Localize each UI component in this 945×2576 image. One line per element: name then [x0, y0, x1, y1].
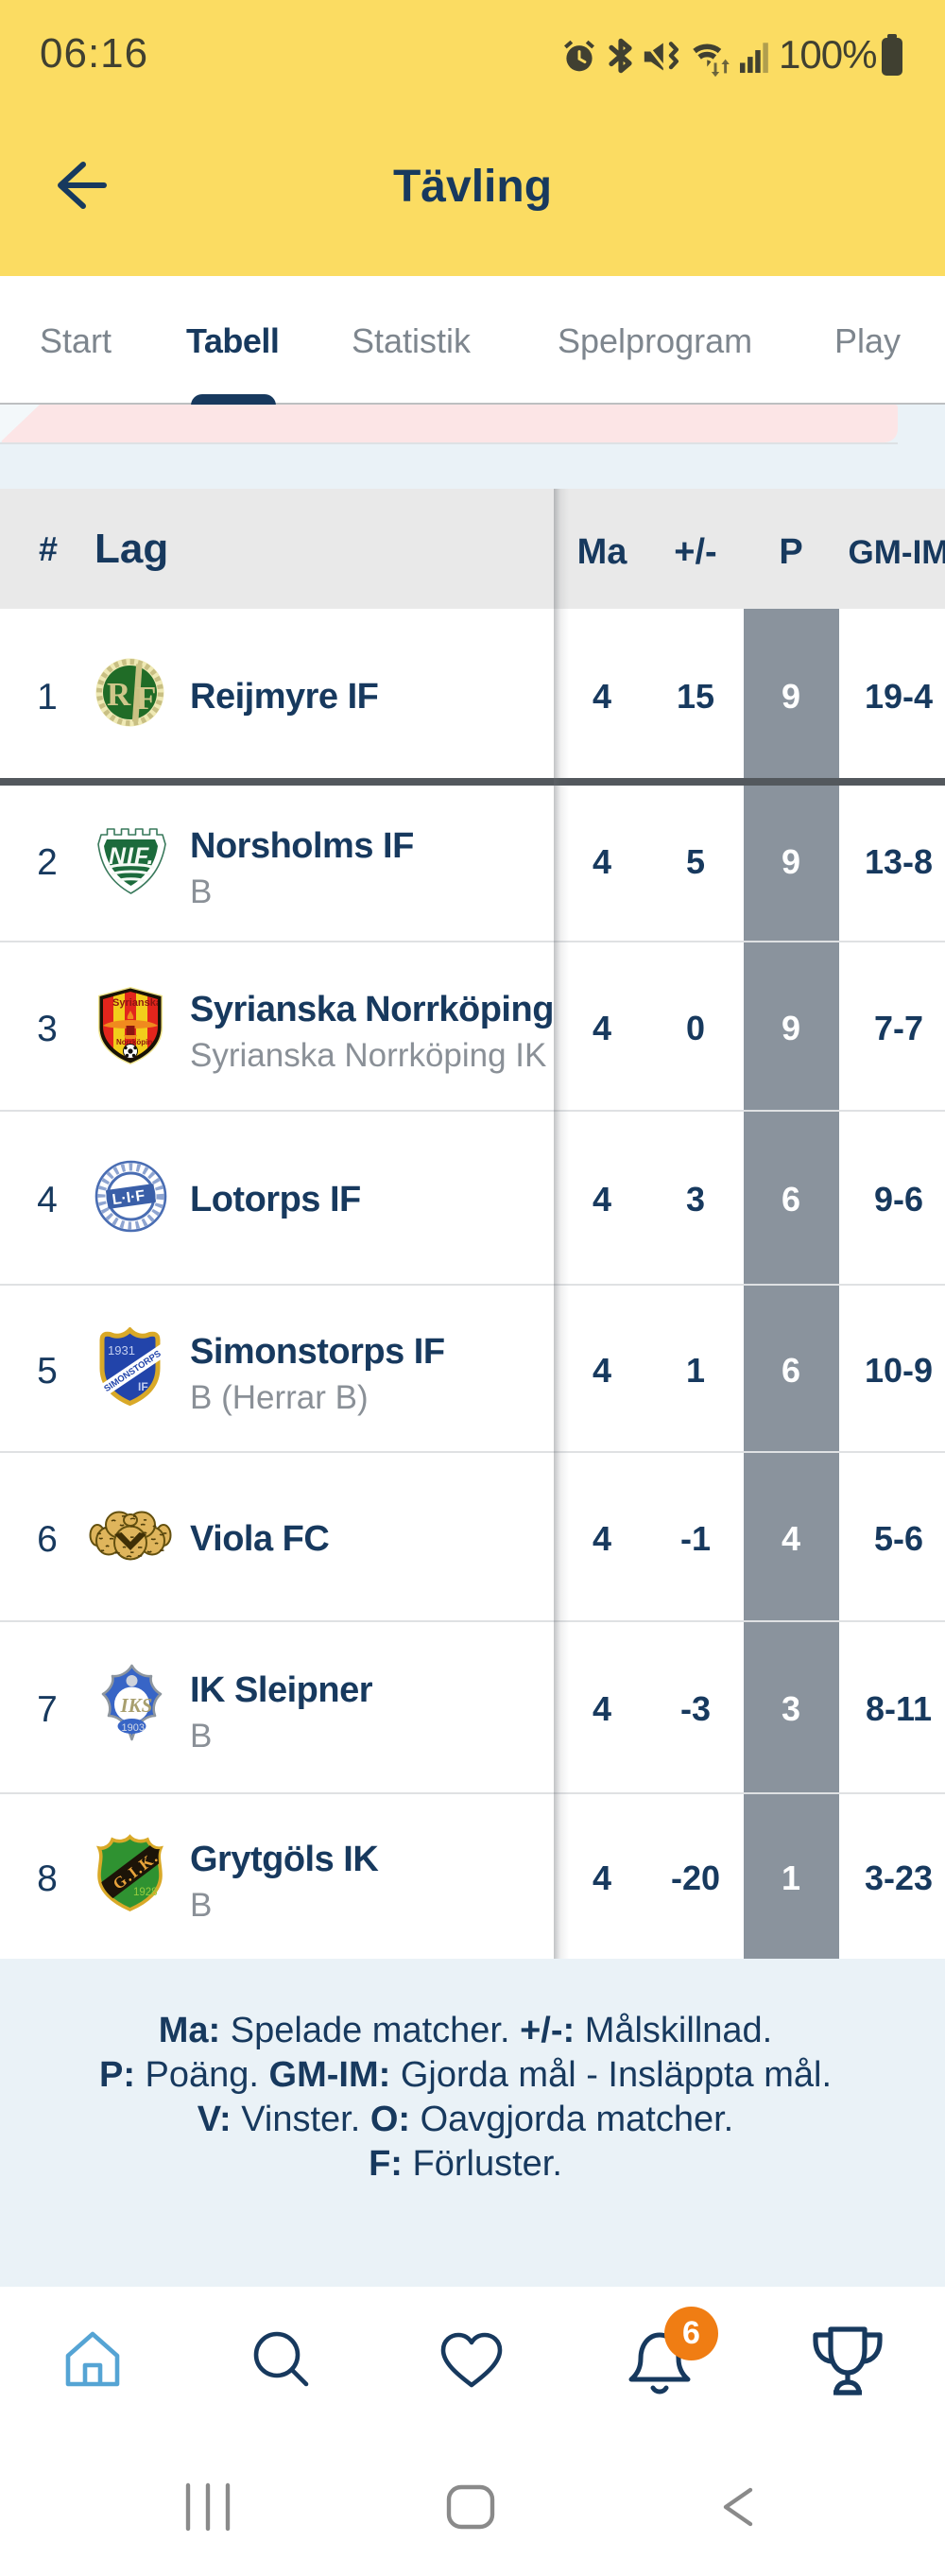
svg-text:IF: IF [138, 1380, 148, 1393]
svg-text:1931: 1931 [108, 1343, 135, 1357]
svg-text:Syrianska: Syrianska [112, 997, 163, 1009]
svg-text:Norrköping IK: Norrköping IK [116, 1038, 165, 1046]
svg-text:F: F [136, 680, 156, 717]
svg-text:1903: 1903 [122, 1722, 145, 1734]
svg-text:R: R [107, 676, 131, 713]
svg-text:L·I·F: L·I·F [112, 1187, 146, 1208]
svg-text:1928: 1928 [133, 1887, 158, 1898]
svg-text:IKS: IKS [120, 1694, 153, 1717]
